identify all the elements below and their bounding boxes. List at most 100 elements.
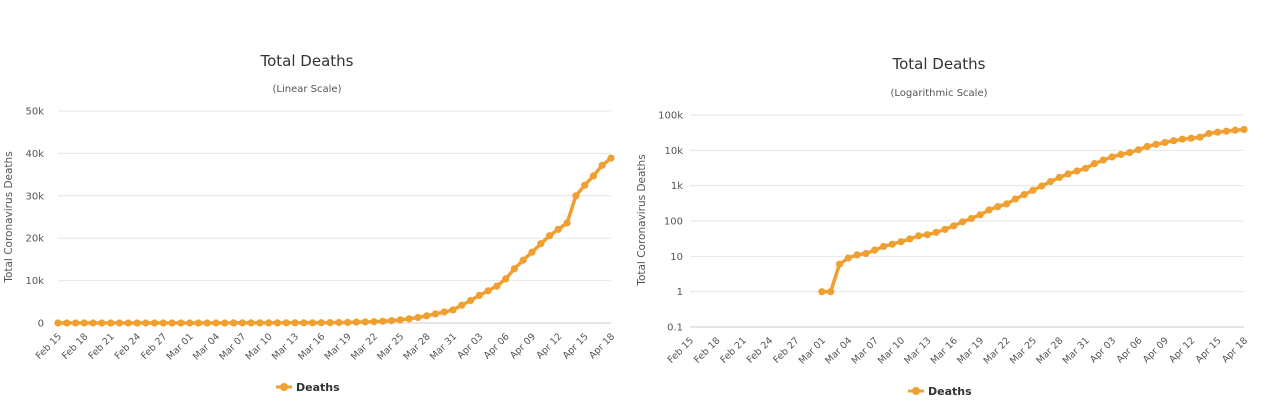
data-point-log[interactable] <box>1108 153 1116 161</box>
data-point-log[interactable] <box>1214 128 1222 136</box>
data-point-linear[interactable] <box>124 319 132 327</box>
data-point-linear[interactable] <box>493 282 501 290</box>
data-point-linear[interactable] <box>177 319 185 327</box>
data-point-linear[interactable] <box>186 319 194 327</box>
data-point-linear[interactable] <box>414 313 422 322</box>
data-point-log[interactable] <box>1090 160 1099 168</box>
data-point-linear[interactable] <box>212 319 220 327</box>
data-point-linear[interactable] <box>519 256 527 264</box>
data-point-log[interactable] <box>827 288 835 296</box>
data-point-linear[interactable] <box>230 319 238 327</box>
data-point-linear[interactable] <box>54 319 62 327</box>
data-point-log[interactable] <box>994 203 1002 211</box>
data-point-log[interactable] <box>950 222 958 230</box>
data-point-log[interactable] <box>1117 150 1125 159</box>
data-point-linear[interactable] <box>572 192 580 200</box>
data-point-linear[interactable] <box>352 318 360 326</box>
data-point-log[interactable] <box>915 232 923 240</box>
data-point-log[interactable] <box>1003 200 1011 208</box>
data-point-log[interactable] <box>923 231 932 239</box>
data-point-linear[interactable] <box>133 319 141 327</box>
data-point-log[interactable] <box>1046 178 1055 186</box>
data-point-linear[interactable] <box>502 275 510 283</box>
data-point-linear[interactable] <box>370 318 378 326</box>
data-point-linear[interactable] <box>431 310 439 318</box>
data-point-linear[interactable] <box>563 219 571 227</box>
data-point-log[interactable] <box>853 251 861 259</box>
data-point-linear[interactable] <box>528 248 536 256</box>
data-point-log[interactable] <box>1196 133 1204 141</box>
data-point-linear[interactable] <box>265 319 273 327</box>
data-point-log[interactable] <box>871 246 879 254</box>
data-point-linear[interactable] <box>379 317 387 325</box>
data-point-linear[interactable] <box>80 319 88 327</box>
data-point-log[interactable] <box>1222 127 1230 135</box>
data-point-log[interactable] <box>1161 138 1169 147</box>
data-point-linear[interactable] <box>98 319 106 327</box>
data-point-linear[interactable] <box>396 316 404 324</box>
data-point-log[interactable] <box>1205 129 1213 138</box>
data-point-log[interactable] <box>1152 140 1160 148</box>
data-point-log[interactable] <box>941 225 949 233</box>
data-point-linear[interactable] <box>423 312 431 320</box>
data-point-log[interactable] <box>985 206 993 214</box>
data-point-log[interactable] <box>1170 137 1178 145</box>
data-point-linear[interactable] <box>607 154 615 162</box>
data-point-linear[interactable] <box>326 319 334 327</box>
data-point-linear[interactable] <box>475 291 483 299</box>
data-point-linear[interactable] <box>589 172 598 180</box>
data-point-linear[interactable] <box>247 319 255 327</box>
data-point-linear[interactable] <box>335 318 343 327</box>
data-point-log[interactable] <box>1073 167 1081 175</box>
data-point-linear[interactable] <box>554 225 562 233</box>
data-point-log[interactable] <box>1231 126 1239 134</box>
data-point-log[interactable] <box>897 238 905 246</box>
data-point-log[interactable] <box>879 242 888 251</box>
data-point-linear[interactable] <box>388 317 396 325</box>
data-point-log[interactable] <box>1187 134 1195 142</box>
data-point-linear[interactable] <box>291 319 299 327</box>
data-point-log[interactable] <box>959 218 967 226</box>
data-point-linear[interactable] <box>238 319 246 327</box>
data-point-linear[interactable] <box>142 319 150 327</box>
data-point-linear[interactable] <box>598 161 606 169</box>
data-point-log[interactable] <box>976 211 984 219</box>
data-point-linear[interactable] <box>300 319 308 327</box>
data-point-log[interactable] <box>1020 191 1028 199</box>
data-point-linear[interactable] <box>405 315 413 323</box>
data-point-log[interactable] <box>967 214 976 223</box>
data-point-linear[interactable] <box>510 265 518 273</box>
data-point-linear[interactable] <box>203 319 211 327</box>
data-point-log[interactable] <box>888 240 896 248</box>
data-point-log[interactable] <box>1029 186 1037 194</box>
data-point-linear[interactable] <box>449 306 457 314</box>
data-point-log[interactable] <box>844 254 852 262</box>
data-point-log[interactable] <box>1064 170 1072 178</box>
data-point-linear[interactable] <box>194 319 202 327</box>
data-point-log[interactable] <box>1099 156 1107 164</box>
data-point-log[interactable] <box>1011 195 1020 203</box>
data-point-log[interactable] <box>1126 148 1134 157</box>
data-point-log[interactable] <box>862 249 870 258</box>
data-point-linear[interactable] <box>361 318 369 326</box>
data-point-linear[interactable] <box>159 319 167 327</box>
data-point-log[interactable] <box>932 228 940 236</box>
data-point-linear[interactable] <box>344 318 352 326</box>
data-point-log[interactable] <box>906 235 914 243</box>
data-point-log[interactable] <box>1178 135 1186 143</box>
data-point-linear[interactable] <box>484 287 492 295</box>
data-point-linear[interactable] <box>537 240 545 248</box>
data-point-linear[interactable] <box>273 319 281 327</box>
data-point-linear[interactable] <box>317 319 325 327</box>
data-point-linear[interactable] <box>89 319 97 327</box>
data-point-log[interactable] <box>1143 142 1151 151</box>
data-point-log[interactable] <box>1240 125 1248 134</box>
data-point-log[interactable] <box>1055 173 1063 182</box>
data-point-linear[interactable] <box>440 308 448 316</box>
data-point-log[interactable] <box>1038 182 1046 190</box>
data-point-linear[interactable] <box>72 319 80 327</box>
data-point-linear[interactable] <box>467 296 475 305</box>
data-point-linear[interactable] <box>581 181 589 189</box>
legend-linear[interactable]: Deaths <box>276 381 340 394</box>
data-point-log[interactable] <box>835 260 844 268</box>
